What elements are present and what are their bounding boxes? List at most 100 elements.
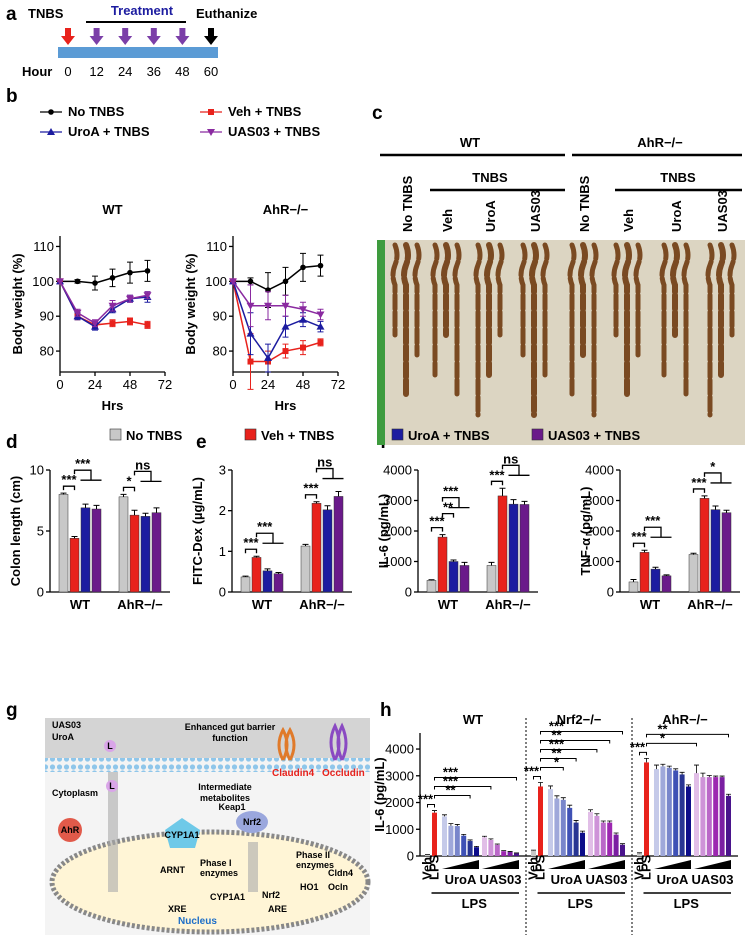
timeline-arrow xyxy=(175,28,190,45)
colon xyxy=(589,242,599,418)
significance: ** xyxy=(443,500,454,515)
treatment-label: UroA xyxy=(551,872,583,887)
series-line xyxy=(59,280,148,325)
error-bar xyxy=(60,492,67,495)
panel-label: g xyxy=(6,700,18,721)
y-tick-label: 4000 xyxy=(385,742,414,757)
y-tick-label: 80 xyxy=(40,344,54,359)
bar-label: LPS xyxy=(427,854,442,880)
colon xyxy=(529,242,539,418)
bar xyxy=(425,854,430,856)
bar xyxy=(322,509,333,593)
treatment-label: TNBS xyxy=(472,170,508,185)
bar xyxy=(554,798,560,856)
bracket xyxy=(632,542,646,548)
lumen xyxy=(45,718,370,758)
marker xyxy=(246,329,255,337)
bar xyxy=(673,770,679,856)
y-tick-label: 2 xyxy=(219,503,226,518)
bar xyxy=(459,565,470,593)
significance: * xyxy=(710,459,716,474)
panel-label: d xyxy=(6,432,18,453)
dose-ramp xyxy=(442,860,479,869)
y-tick-label: 1000 xyxy=(585,554,614,569)
diagram-label: HO1 xyxy=(300,882,319,892)
bracket xyxy=(304,494,318,499)
error-bar xyxy=(723,509,730,513)
x-tick-label: 48 xyxy=(123,377,137,392)
error-bar xyxy=(538,782,543,787)
error-bar xyxy=(700,772,706,778)
colon xyxy=(622,242,632,398)
bar-label: LPS xyxy=(533,854,548,880)
error-bar xyxy=(660,763,666,767)
error-bar xyxy=(641,549,648,553)
error-bar xyxy=(488,838,494,840)
legend-label: Veh + TNBS xyxy=(261,428,335,443)
error-bar xyxy=(726,793,731,796)
marker xyxy=(208,109,214,115)
y-tick-label: 4000 xyxy=(585,463,614,478)
bar xyxy=(474,847,479,856)
bar xyxy=(467,841,473,856)
timeline-arrow xyxy=(146,28,161,45)
significance: ns xyxy=(135,457,150,472)
bar xyxy=(699,498,710,593)
marker xyxy=(229,278,237,286)
arrow xyxy=(248,842,258,892)
diagram-label: Claudin4 xyxy=(272,768,315,779)
dose-ramp xyxy=(654,860,691,869)
significance: *** xyxy=(418,792,434,807)
colon xyxy=(452,242,462,398)
lane-label: UroA xyxy=(483,200,498,232)
bar xyxy=(482,837,487,856)
bar-label: LPS xyxy=(639,854,654,880)
chart-title: WT xyxy=(102,202,122,217)
error-bar xyxy=(482,835,487,838)
marker xyxy=(56,278,64,286)
y-tick-label: 4000 xyxy=(383,463,412,478)
colon xyxy=(681,242,691,398)
significance: *** xyxy=(524,763,540,778)
colon xyxy=(611,242,621,338)
timeline-treatment: Treatment xyxy=(111,3,174,18)
group-title: WT xyxy=(463,712,483,727)
significance: ns xyxy=(317,455,332,470)
genotype-label: WT xyxy=(460,135,480,150)
group-title: AhR−/− xyxy=(662,712,708,727)
y-tick-label: 0 xyxy=(37,585,44,600)
y-axis-label: IL-6 (pg/mL) xyxy=(372,757,387,831)
marker xyxy=(91,320,99,328)
treatment-label: UAS03 xyxy=(586,872,628,887)
bar xyxy=(58,494,69,593)
bar xyxy=(531,850,536,856)
y-tick-label: 10 xyxy=(30,463,44,478)
bar xyxy=(607,822,613,856)
y-tick-label: 0 xyxy=(607,585,614,600)
treatment-label: TNBS xyxy=(660,170,696,185)
bracket xyxy=(692,488,706,493)
colon xyxy=(670,242,680,338)
y-tick-label: 90 xyxy=(40,309,54,324)
lps-label: LPS xyxy=(568,896,594,911)
dose-ramp xyxy=(482,860,519,869)
bar xyxy=(573,822,579,856)
x-tick-label: AhR−/− xyxy=(299,597,345,612)
lane-label: Veh xyxy=(621,209,636,232)
bracket xyxy=(646,733,729,738)
bar xyxy=(686,786,691,856)
bar xyxy=(140,516,151,593)
bar xyxy=(448,825,454,856)
legend-swatch xyxy=(531,428,544,441)
lane-label: No TNBS xyxy=(400,175,415,232)
error-bar xyxy=(302,543,309,547)
lane-label: Veh xyxy=(440,209,455,232)
error-bar xyxy=(93,504,100,510)
diagram-label: CYP1A1 xyxy=(210,892,245,902)
bracket xyxy=(643,526,672,538)
error-bar xyxy=(82,503,89,508)
significance: ns xyxy=(503,451,518,466)
y-tick-label: 3000 xyxy=(383,493,412,508)
bar xyxy=(654,769,659,856)
x-tick-label: AhR−/− xyxy=(117,597,163,612)
